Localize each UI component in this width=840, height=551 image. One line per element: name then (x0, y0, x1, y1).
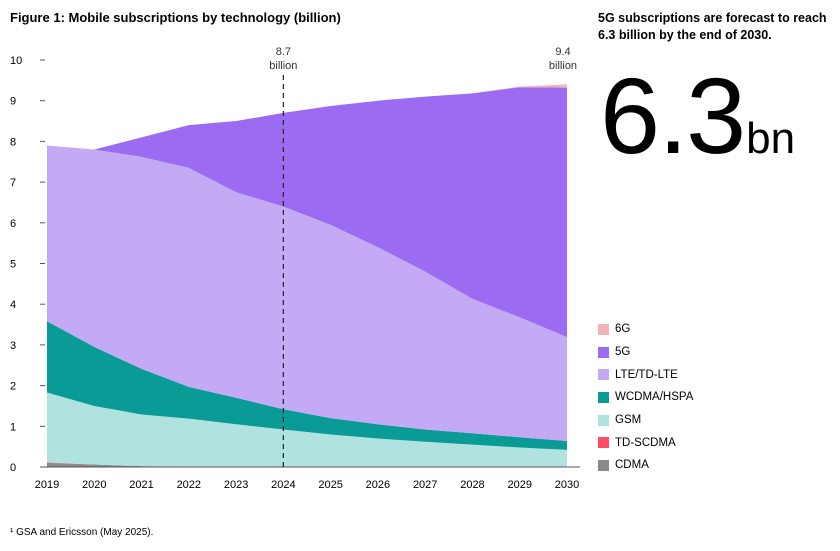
legend-item-cdma: CDMA (598, 454, 693, 477)
area-wcdma-hspa (47, 321, 567, 450)
x-tick-label: 2024 (271, 479, 295, 491)
legend-item-lte-td-lte: LTE/TD-LTE (598, 363, 693, 386)
legend-label: LTE/TD-LTE (615, 368, 678, 381)
y-tick-label: 0 (10, 462, 16, 474)
legend-label: WCDMA/HSPA (615, 391, 694, 404)
area-layer (47, 84, 567, 467)
x-tick-label: 2030 (555, 479, 579, 491)
legend-item-5g: 5G (598, 341, 693, 364)
x-tick-label: 2029 (507, 479, 531, 491)
legend-swatch (598, 414, 609, 426)
callout-text: 5G subscriptions are forecast to reach 6… (598, 11, 827, 42)
big-number: 6.3bn (600, 46, 795, 186)
x-tick-label: 2028 (460, 479, 484, 491)
axes-layer: 0 1 2 3 4 5 6 7 8 9 10 2019 2020 2021 2022 2023 2024 2025… (10, 55, 580, 491)
legend-swatch (598, 369, 609, 381)
y-tick-label: 5 (10, 259, 16, 271)
legend-label: 5G (615, 346, 631, 359)
legend-swatch (598, 437, 609, 449)
legend-label: TD-SCDMA (615, 436, 676, 449)
legend: 6G 5G LTE/TD-LTE WCDMA/HSPA GSM TD-SCDMA CDMA (598, 318, 693, 477)
legend-swatch (598, 346, 609, 358)
x-tick-label: 2021 (129, 479, 153, 491)
y-tick-label: 6 (10, 218, 16, 230)
annotation-value: 9.4 (555, 46, 570, 58)
legend-item-td-scdma: TD-SCDMA (598, 431, 693, 454)
x-tick-label: 2026 (366, 479, 390, 491)
y-tick-label: 10 (10, 55, 22, 67)
stacked-area-chart: 0 1 2 3 4 5 6 7 8 9 10 2019 2020 2021 2022 2023 2024 2025… (10, 46, 580, 491)
legend-item-6g: 6G (598, 318, 693, 341)
area-lte-td-lte (47, 145, 567, 441)
annotation-label: billion (549, 60, 577, 72)
annotation-layer: 8.7 billion 9.4 billion (269, 46, 577, 467)
x-tick-label: 2023 (224, 479, 248, 491)
x-tick-label: 2025 (318, 479, 342, 491)
legend-swatch (598, 323, 609, 335)
legend-item-wcdma-hspa: WCDMA/HSPA (598, 386, 693, 409)
annotation-label: billion (269, 60, 297, 72)
legend-swatch (598, 391, 609, 403)
big-number-unit: bn (746, 114, 796, 163)
legend-swatch (598, 459, 609, 471)
annotation-value: 8.7 (276, 46, 291, 58)
x-tick-label: 2022 (177, 479, 201, 491)
legend-label: 6G (615, 323, 631, 336)
area-gsm (47, 392, 567, 467)
y-tick-label: 7 (10, 177, 16, 189)
footnote: ¹ GSA and Ericsson (May 2025). (10, 527, 154, 538)
y-tick-label: 3 (10, 340, 16, 352)
y-tick-label: 2 (10, 381, 16, 393)
y-tick-label: 9 (10, 96, 16, 108)
y-tick-label: 8 (10, 136, 16, 148)
y-tick-label: 4 (10, 299, 16, 311)
y-tick-label: 1 (10, 421, 16, 433)
x-tick-label: 2019 (35, 479, 59, 491)
legend-label: CDMA (615, 459, 649, 472)
x-tick-label: 2027 (413, 479, 437, 491)
big-number-value: 6.3 (600, 55, 746, 176)
area-5g (47, 87, 567, 338)
x-tick-label: 2020 (82, 479, 106, 491)
legend-item-gsm: GSM (598, 409, 693, 432)
legend-label: GSM (615, 414, 642, 427)
chart-title: Figure 1: Mobile subscriptions by techno… (10, 10, 341, 25)
